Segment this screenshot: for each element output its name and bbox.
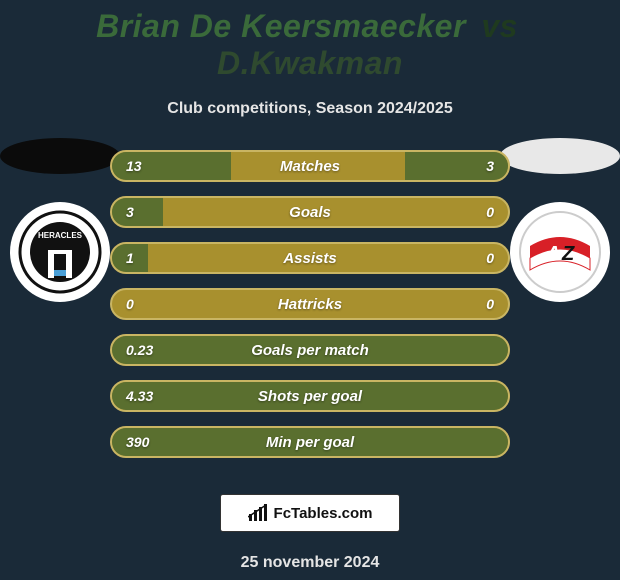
club2-crest: A Z [510,202,610,302]
stat-row: Assists1 0 [110,242,510,274]
heracles-crest-icon: HERACLES [18,210,102,294]
comparison-area: HERACLES A Z Matches133Goals30Assists10H… [0,150,620,470]
header: Brian De Keersmaecker vs D.Kwakman Club … [0,0,620,118]
az-crest-icon: A Z [518,210,602,294]
stat-row: Matches13 3 [110,150,510,182]
right-ellipse [500,138,620,174]
stat-value-right: 0 [486,198,494,226]
stat-value-left: 390 [126,428,149,456]
player-names: Brian De Keersmaecker vs D.Kwakman [0,8,620,82]
branding-text: FcTables.com [274,505,373,522]
stat-value-left: 4.33 [126,382,153,410]
stat-value-right: 0 [486,244,494,272]
stat-value-left: 1 [126,244,134,272]
subtitle: Club competitions, Season 2024/2025 [0,100,620,118]
stat-label: Hattricks [112,290,508,318]
vs-text: vs [481,8,518,44]
branding-box[interactable]: FcTables.com [220,494,400,532]
left-ellipse [0,138,120,174]
right-club-column: A Z [500,138,620,302]
stat-label: Shots per goal [112,382,508,410]
stat-row: Hattricks0 0 [110,288,510,320]
player1-name: Brian De Keersmaecker [96,8,466,44]
date-text: 25 november 2024 [0,554,620,572]
club1-crest: HERACLES [10,202,110,302]
stat-label: Goals [112,198,508,226]
stat-row: Min per goal390 [110,426,510,458]
stats-bars: Matches133Goals30Assists10Hattricks00Goa… [110,150,510,472]
stat-value-right: 3 [486,152,494,180]
svg-text:Z: Z [561,243,575,265]
stat-label: Matches [112,152,508,180]
player2-name: D.Kwakman [217,45,403,81]
left-club-column: HERACLES [0,138,120,302]
stat-label: Min per goal [112,428,508,456]
svg-text:HERACLES: HERACLES [38,231,83,240]
stat-row: Shots per goal4.33 [110,380,510,412]
stat-value-left: 0 [126,290,134,318]
stat-label: Assists [112,244,508,272]
stat-row: Goals3 0 [110,196,510,228]
stat-value-left: 13 [126,152,142,180]
stat-value-left: 3 [126,198,134,226]
stat-value-right: 0 [486,290,494,318]
svg-text:A: A [545,243,560,265]
stat-value-left: 0.23 [126,336,153,364]
bar-chart-icon [248,504,268,522]
stat-row: Goals per match0.23 [110,334,510,366]
stat-label: Goals per match [112,336,508,364]
